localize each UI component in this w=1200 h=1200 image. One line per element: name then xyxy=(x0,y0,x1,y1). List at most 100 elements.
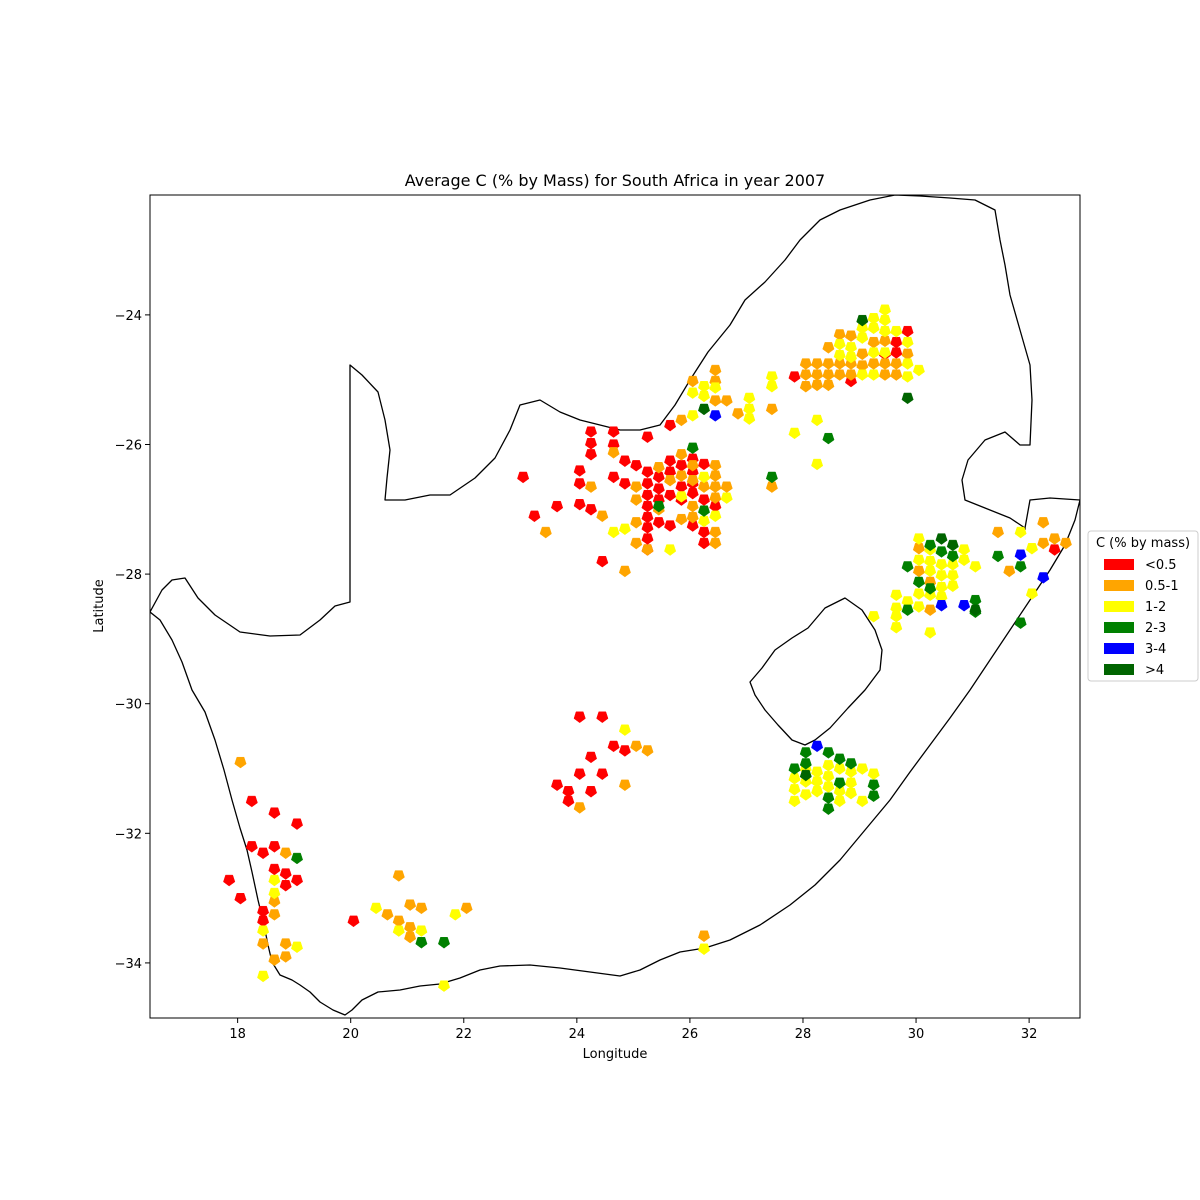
data-point xyxy=(822,781,835,794)
x-axis: 18 20 22 24 26 28 30 32 xyxy=(229,1018,1037,1042)
data-point xyxy=(799,369,812,381)
data-point xyxy=(652,500,665,513)
data-point xyxy=(958,544,971,556)
data-point xyxy=(845,351,857,364)
data-point xyxy=(765,471,778,484)
y-tick-label: −24 xyxy=(115,309,142,324)
data-point xyxy=(279,938,292,950)
data-point xyxy=(686,375,699,388)
data-point xyxy=(912,576,925,589)
data-point xyxy=(946,580,959,593)
data-point xyxy=(607,447,620,459)
data-point xyxy=(573,802,586,814)
data-point xyxy=(867,313,880,325)
data-point xyxy=(867,336,880,349)
data-point xyxy=(935,581,948,594)
data-point xyxy=(912,364,925,377)
data-point xyxy=(268,887,281,900)
data-point xyxy=(698,458,710,471)
data-point xyxy=(811,740,824,753)
data-point xyxy=(901,561,914,573)
data-point xyxy=(370,902,383,915)
data-point xyxy=(551,779,564,792)
south-africa-border xyxy=(150,499,1080,1016)
data-point xyxy=(257,925,270,937)
data-point xyxy=(686,475,699,487)
data-point xyxy=(1025,543,1038,555)
data-point xyxy=(822,747,835,759)
data-point xyxy=(596,556,609,568)
data-point xyxy=(698,381,710,393)
data-point xyxy=(833,338,846,351)
data-point xyxy=(845,369,857,381)
data-point xyxy=(878,325,891,338)
data-point xyxy=(268,909,281,921)
data-point xyxy=(856,763,869,775)
data-point xyxy=(946,539,959,552)
data-point xyxy=(551,500,564,513)
data-point xyxy=(618,523,631,536)
data-point xyxy=(992,526,1004,539)
data-point xyxy=(279,847,292,860)
data-point xyxy=(856,348,869,361)
data-point xyxy=(664,419,677,432)
data-point xyxy=(562,786,575,798)
data-point xyxy=(799,747,812,759)
data-point xyxy=(585,504,597,516)
data-point xyxy=(743,403,756,416)
data-point xyxy=(698,390,710,403)
x-tick-label: 30 xyxy=(908,1027,925,1042)
data-point xyxy=(404,899,417,911)
data-point xyxy=(698,403,710,416)
data-point xyxy=(291,874,303,887)
data-point xyxy=(709,492,722,504)
data-point xyxy=(245,841,258,853)
data-point xyxy=(562,795,575,808)
data-point xyxy=(573,768,586,781)
data-point xyxy=(811,766,824,779)
data-point xyxy=(822,379,835,392)
data-point xyxy=(833,777,846,790)
data-point xyxy=(811,776,824,788)
data-point xyxy=(743,392,756,405)
data-point xyxy=(935,570,948,582)
data-point xyxy=(912,533,925,545)
data-point xyxy=(698,471,710,484)
data-point xyxy=(822,432,835,445)
data-point xyxy=(641,533,654,545)
y-tick-label: −32 xyxy=(115,827,142,842)
data-point xyxy=(811,358,824,370)
data-point xyxy=(709,510,722,523)
data-point xyxy=(607,471,620,484)
data-point xyxy=(845,788,857,800)
data-point xyxy=(675,449,688,461)
data-point xyxy=(788,763,801,775)
data-point xyxy=(460,902,473,915)
data-point xyxy=(630,517,643,529)
data-point xyxy=(291,818,303,830)
y-axis: −24 −26 −28 −30 −32 −34 xyxy=(115,309,150,972)
data-point xyxy=(585,481,597,493)
data-point xyxy=(675,491,688,503)
data-point xyxy=(765,381,778,393)
x-tick-label: 18 xyxy=(229,1027,246,1042)
data-point xyxy=(698,505,710,517)
data-point xyxy=(901,604,914,617)
data-point xyxy=(709,537,722,550)
data-point xyxy=(596,711,609,724)
data-point xyxy=(788,784,801,796)
data-point xyxy=(223,874,236,887)
data-point xyxy=(709,470,722,482)
data-point xyxy=(924,539,937,552)
data-point xyxy=(268,841,281,853)
data-point xyxy=(686,487,699,500)
data-point xyxy=(573,465,586,477)
data-point xyxy=(856,314,869,327)
data-point xyxy=(641,522,654,534)
data-point xyxy=(268,863,281,876)
x-tick-label: 26 xyxy=(682,1027,699,1042)
data-point xyxy=(245,795,258,808)
y-tick-label: −30 xyxy=(115,698,142,713)
data-point xyxy=(720,492,733,504)
data-point xyxy=(788,795,801,808)
